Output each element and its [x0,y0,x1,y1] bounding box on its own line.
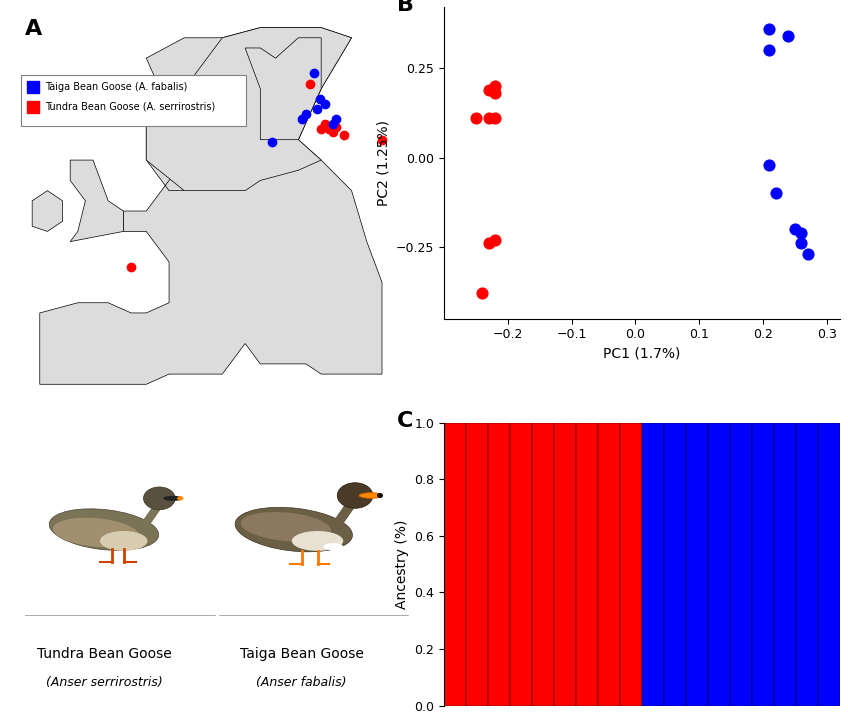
Text: Tundra Bean Goose (A. serrirostris): Tundra Bean Goose (A. serrirostris) [45,102,215,112]
Bar [664,423,686,706]
Point [762,45,776,56]
Ellipse shape [292,531,343,551]
Text: A: A [25,19,42,39]
Text: C: C [397,411,413,431]
Bar [444,423,466,706]
Point [488,112,502,124]
Text: B: B [397,0,414,14]
Ellipse shape [177,496,183,500]
Bar [554,423,576,706]
Polygon shape [32,191,63,231]
Circle shape [143,487,176,510]
Bar [598,423,620,706]
Point [795,238,808,249]
Bar [751,423,773,706]
Point [801,248,814,260]
Bar [620,423,642,706]
Bar [708,423,729,706]
Circle shape [338,482,373,508]
Ellipse shape [377,493,383,498]
Ellipse shape [359,492,382,498]
Bar [817,423,840,706]
Bar [510,423,532,706]
Point [762,23,776,35]
Text: (Anser fabalis): (Anser fabalis) [256,676,347,689]
X-axis label: PC1 (1.7%): PC1 (1.7%) [603,347,680,361]
Point [482,112,495,124]
Text: Taiga Bean Goose: Taiga Bean Goose [240,647,364,662]
Bar [488,423,510,706]
Point [788,223,801,235]
Ellipse shape [235,508,353,552]
Ellipse shape [49,509,159,550]
Point [469,112,483,124]
FancyBboxPatch shape [21,75,246,127]
Point [488,80,502,91]
Point [782,30,795,42]
Point [769,187,783,199]
Point [482,84,495,95]
Point [795,227,808,238]
Y-axis label: PC2 (1.25%): PC2 (1.25%) [377,120,390,206]
Ellipse shape [241,512,331,541]
Ellipse shape [100,531,148,551]
Text: Taiga Bean Goose (A. fabalis): Taiga Bean Goose (A. fabalis) [45,81,187,91]
Ellipse shape [53,518,139,547]
Text: Tundra Bean Goose: Tundra Bean Goose [36,647,171,662]
Y-axis label: Ancestry (%): Ancestry (%) [395,519,409,609]
Text: (Anser serrirostris): (Anser serrirostris) [46,676,162,689]
Bar [686,423,708,706]
Point [762,159,776,171]
Point [488,87,502,99]
Point [488,234,502,246]
Bar [773,423,795,706]
Polygon shape [146,27,352,191]
Bar [795,423,817,706]
Polygon shape [40,27,382,384]
Bar [466,423,488,706]
Polygon shape [245,37,321,140]
Ellipse shape [323,543,343,550]
FancyArrowPatch shape [145,506,158,524]
FancyArrowPatch shape [339,503,352,521]
Point [482,238,495,249]
Bar [642,423,664,706]
Bar [729,423,751,706]
Ellipse shape [164,496,183,501]
Point [476,288,489,300]
Bar [532,423,554,706]
Bar [576,423,598,706]
Polygon shape [70,160,124,242]
